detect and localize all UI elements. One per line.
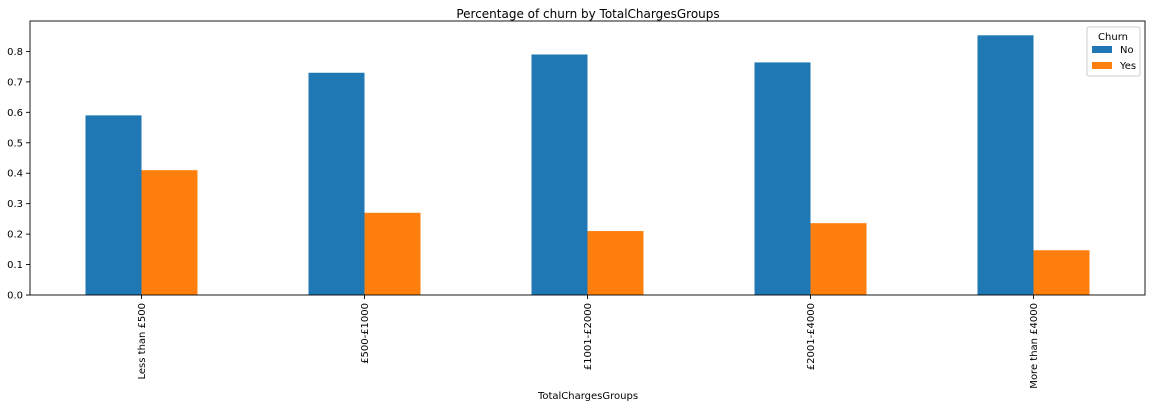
x-tick-label: Less than £500 <box>137 303 148 380</box>
bar-no-1 <box>308 72 365 295</box>
plot-frame <box>29 20 1146 296</box>
bar-yes-3 <box>810 223 867 295</box>
y-tick-label: 0.0 <box>7 291 23 302</box>
legend: Churn No Yes <box>1086 26 1141 77</box>
y-tick-label: 0.4 <box>7 169 23 180</box>
legend-label-yes: Yes <box>1119 61 1136 72</box>
legend-swatch-yes <box>1092 62 1112 69</box>
y-tick-label: 0.1 <box>7 260 23 271</box>
y-axis: 0.0 0.1 0.2 0.3 0.4 0.5 0.6 0.7 0.8 <box>7 47 30 302</box>
x-tick-label: £500-£1000 <box>360 303 371 364</box>
x-axis: Less than £500 £500-£1000 £1001-£2000 £2001… <box>137 295 1040 389</box>
bar-yes-1 <box>364 212 421 295</box>
legend-label-no: No <box>1120 45 1134 56</box>
bar-no-4 <box>977 35 1034 295</box>
bar-yes-2 <box>587 231 644 295</box>
bar-no-3 <box>754 62 811 295</box>
y-tick-label: 0.2 <box>7 230 23 241</box>
x-tick-label: £2001-£4000 <box>806 303 817 370</box>
y-tick-label: 0.3 <box>7 199 23 210</box>
y-tick-label: 0.7 <box>7 77 23 88</box>
bar-yes-4 <box>1033 250 1090 295</box>
y-tick-label: 0.6 <box>7 108 23 119</box>
bar-yes-0 <box>141 170 198 295</box>
y-tick-label: 0.5 <box>7 138 23 149</box>
legend-title: Churn <box>1098 32 1128 43</box>
y-tick-label: 0.8 <box>7 47 23 58</box>
bar-no-0 <box>85 115 142 295</box>
x-axis-label: TotalChargesGroups <box>537 391 638 402</box>
x-tick-label: More than £4000 <box>1029 303 1040 389</box>
x-tick-label: £1001-£2000 <box>583 303 594 370</box>
legend-swatch-no <box>1092 46 1112 53</box>
bars-group <box>85 35 1090 295</box>
bar-no-2 <box>531 54 588 295</box>
chart-title: Percentage of churn by TotalChargesGroup… <box>456 7 719 21</box>
